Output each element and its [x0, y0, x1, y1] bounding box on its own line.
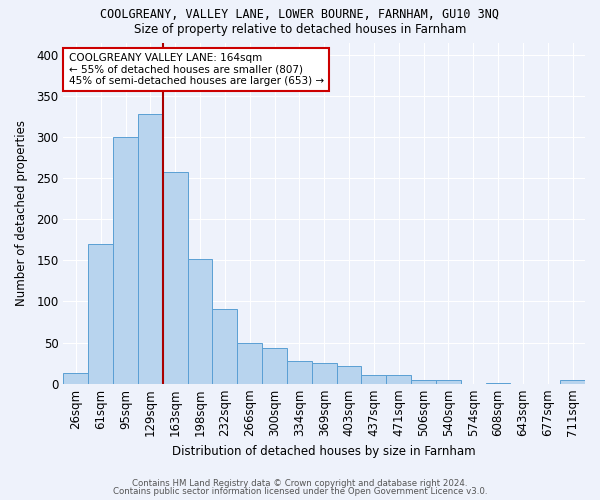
Text: Size of property relative to detached houses in Farnham: Size of property relative to detached ho… [134, 22, 466, 36]
Text: COOLGREANY VALLEY LANE: 164sqm
← 55% of detached houses are smaller (807)
45% of: COOLGREANY VALLEY LANE: 164sqm ← 55% of … [68, 52, 324, 86]
Bar [411, 380, 436, 384]
Bar [188, 258, 212, 384]
Y-axis label: Number of detached properties: Number of detached properties [15, 120, 28, 306]
Bar [237, 342, 262, 384]
Bar [560, 380, 585, 384]
Bar [113, 137, 138, 384]
Bar [361, 374, 386, 384]
Bar [312, 363, 337, 384]
Text: Contains HM Land Registry data © Crown copyright and database right 2024.: Contains HM Land Registry data © Crown c… [132, 478, 468, 488]
Bar [337, 366, 361, 384]
Bar [262, 348, 287, 384]
X-axis label: Distribution of detached houses by size in Farnham: Distribution of detached houses by size … [172, 444, 476, 458]
Bar [485, 383, 511, 384]
Bar [386, 376, 411, 384]
Bar [163, 172, 188, 384]
Bar [64, 373, 88, 384]
Bar [88, 244, 113, 384]
Bar [436, 380, 461, 384]
Bar [212, 309, 237, 384]
Text: COOLGREANY, VALLEY LANE, LOWER BOURNE, FARNHAM, GU10 3NQ: COOLGREANY, VALLEY LANE, LOWER BOURNE, F… [101, 8, 499, 20]
Bar [138, 114, 163, 384]
Text: Contains public sector information licensed under the Open Government Licence v3: Contains public sector information licen… [113, 488, 487, 496]
Bar [287, 362, 312, 384]
